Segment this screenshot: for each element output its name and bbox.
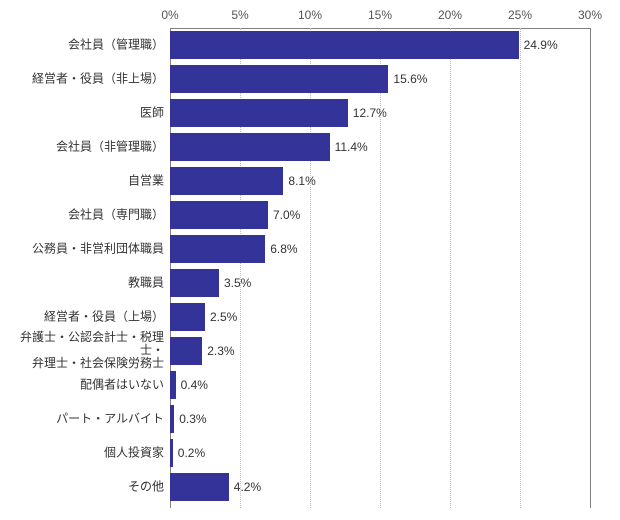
value-label: 24.9% (519, 38, 558, 52)
bar-row: 会社員（専門職）7.0% (170, 198, 590, 232)
bar-row: 個人投資家0.2% (170, 436, 590, 470)
bar-row: 公務員・非営利団体職員6.8% (170, 232, 590, 266)
bar: 0.4% (170, 371, 176, 399)
bar: 7.0% (170, 201, 268, 229)
category-label: 個人投資家 (104, 446, 170, 459)
bar: 2.3% (170, 337, 202, 365)
bar-row: 弁護士・公認会計士・税理士・弁理士・社会保険労務士2.3% (170, 334, 590, 368)
bar: 15.6% (170, 65, 388, 93)
bar-row: 自営業8.1% (170, 164, 590, 198)
category-label: 配偶者はいない (80, 378, 170, 391)
bar: 0.2% (170, 439, 173, 467)
value-label: 11.4% (330, 140, 368, 154)
category-label: 教職員 (128, 276, 170, 289)
category-label: パート・アルバイト (56, 412, 170, 425)
bar-row: 経営者・役員（非上場）15.6% (170, 62, 590, 96)
category-label: その他 (128, 480, 170, 493)
x-tick-label: 5% (231, 8, 248, 22)
x-tick-label: 15% (368, 8, 392, 22)
value-label: 0.2% (173, 446, 205, 460)
bar: 2.5% (170, 303, 205, 331)
x-tick-label: 0% (161, 8, 178, 22)
bar: 11.4% (170, 133, 330, 161)
value-label: 7.0% (268, 208, 300, 222)
category-label: 経営者・役員（非上場） (32, 72, 170, 85)
bar-row: 教職員3.5% (170, 266, 590, 300)
occupation-bar-chart: 会社員（管理職）24.9%経営者・役員（非上場）15.6%医師12.7%会社員（… (0, 0, 620, 520)
bar: 8.1% (170, 167, 283, 195)
x-tick-label: 10% (298, 8, 322, 22)
x-tick-label: 25% (508, 8, 532, 22)
value-label: 15.6% (388, 72, 427, 86)
bar: 6.8% (170, 235, 265, 263)
value-label: 3.5% (219, 276, 251, 290)
bar-row: 医師12.7% (170, 96, 590, 130)
category-label: 会社員（管理職） (68, 38, 170, 51)
bar: 3.5% (170, 269, 219, 297)
category-label: 会社員（非管理職） (56, 140, 170, 153)
value-label: 2.5% (205, 310, 237, 324)
grid-line (590, 28, 591, 508)
value-label: 0.4% (176, 378, 208, 392)
value-label: 4.2% (229, 480, 261, 494)
value-label: 12.7% (348, 106, 387, 120)
category-label: 医師 (140, 106, 170, 119)
bar-row: 経営者・役員（上場）2.5% (170, 300, 590, 334)
bar-row: 会社員（管理職）24.9% (170, 28, 590, 62)
bar-row: パート・アルバイト0.3% (170, 402, 590, 436)
category-label: 会社員（専門職） (68, 208, 170, 221)
bar: 0.3% (170, 405, 174, 433)
bar: 24.9% (170, 31, 519, 59)
value-label: 8.1% (283, 174, 315, 188)
x-tick-label: 30% (578, 8, 602, 22)
category-label: 公務員・非営利団体職員 (32, 242, 170, 255)
bar: 12.7% (170, 99, 348, 127)
bar-row: 会社員（非管理職）11.4% (170, 130, 590, 164)
category-label: 弁護士・公認会計士・税理士・弁理士・社会保険労務士 (4, 331, 170, 371)
value-label: 0.3% (174, 412, 206, 426)
value-label: 2.3% (202, 344, 234, 358)
bar: 4.2% (170, 473, 229, 501)
value-label: 6.8% (265, 242, 297, 256)
bar-row: その他4.2% (170, 470, 590, 504)
category-label: 自営業 (128, 174, 170, 187)
plot-area: 会社員（管理職）24.9%経営者・役員（非上場）15.6%医師12.7%会社員（… (170, 28, 590, 508)
category-label: 経営者・役員（上場） (44, 310, 170, 323)
x-tick-label: 20% (438, 8, 462, 22)
bar-row: 配偶者はいない0.4% (170, 368, 590, 402)
